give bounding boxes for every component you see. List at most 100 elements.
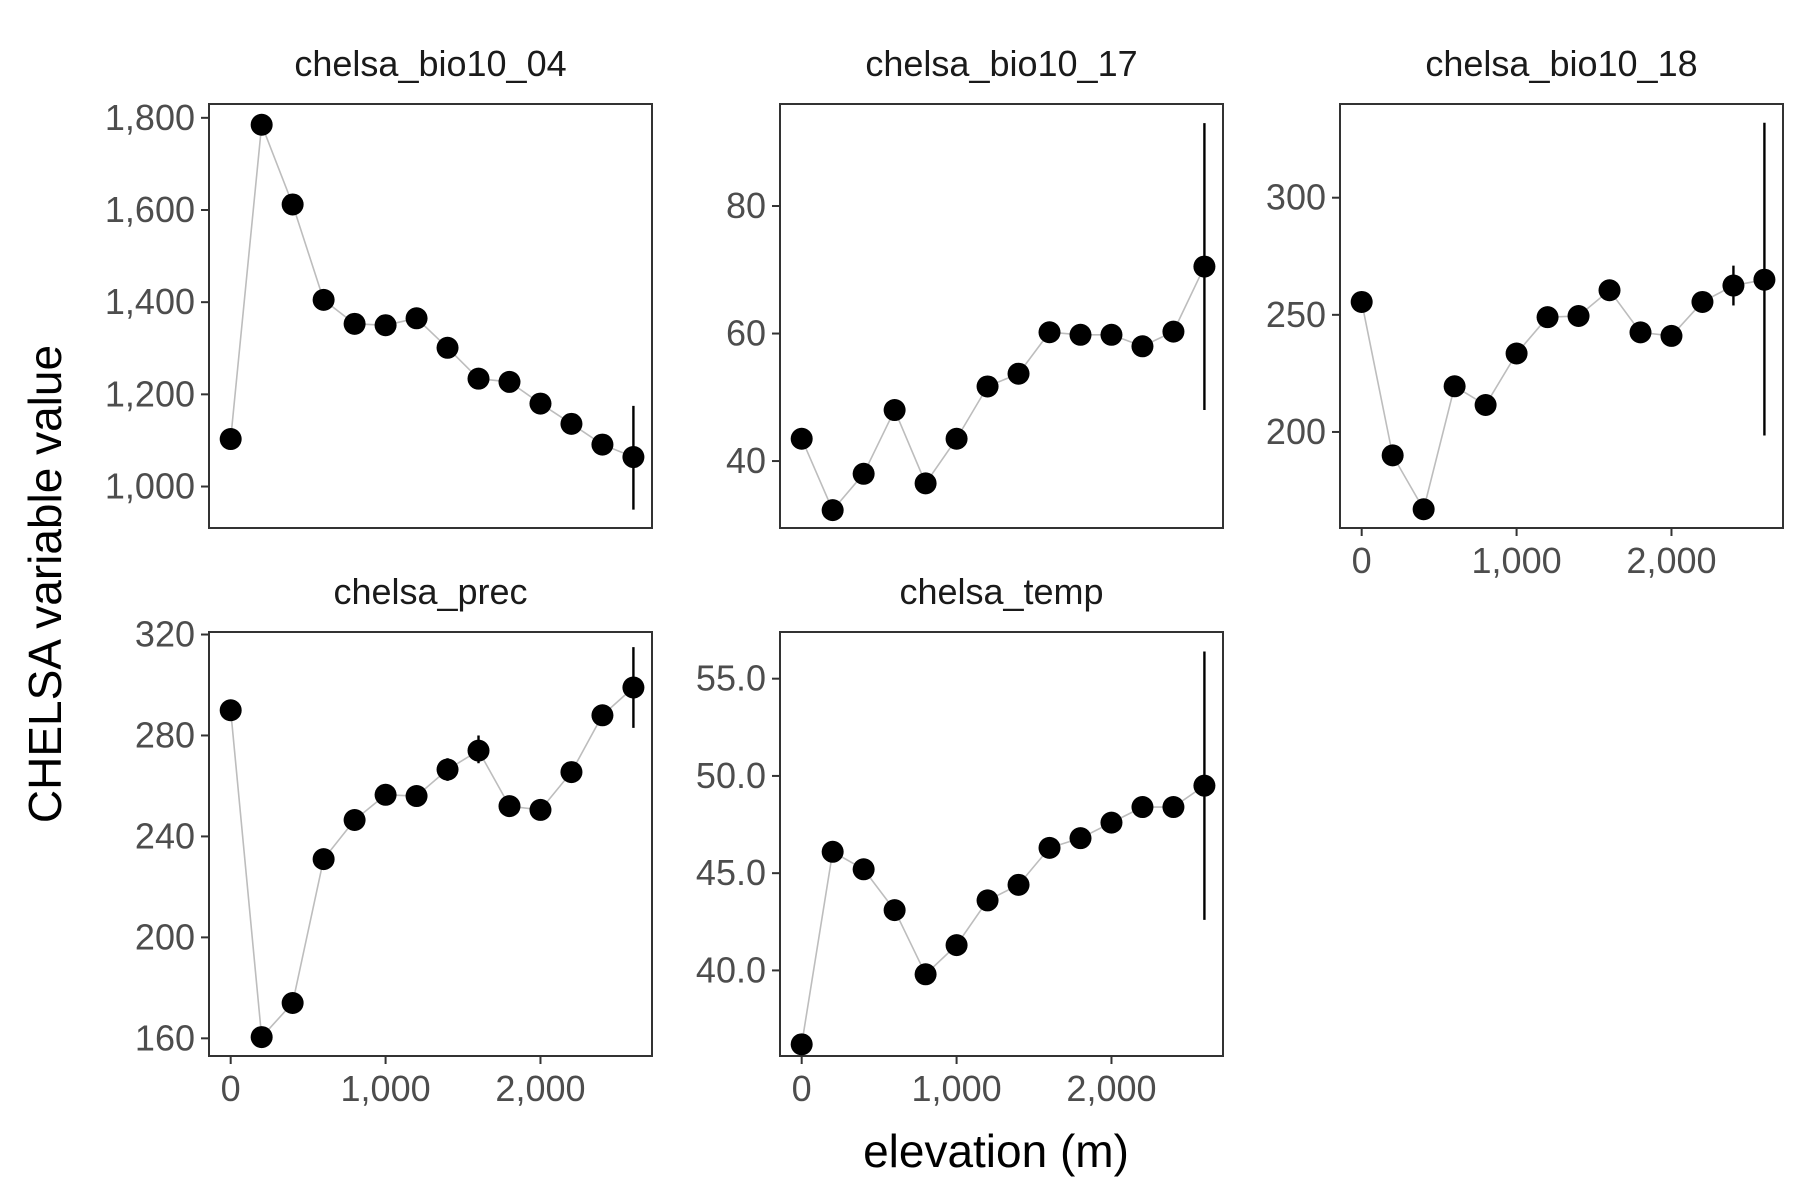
data-point [1412, 498, 1435, 521]
panel-border [208, 103, 653, 529]
y-tick-label: 50.0 [696, 755, 766, 796]
x-axis-title: elevation (m) [863, 1125, 1129, 1177]
data-point [1443, 375, 1466, 398]
y-tick-label: 40.0 [696, 949, 766, 990]
data-point [405, 785, 428, 808]
y-axis-title: CHELSA variable value [19, 345, 71, 823]
data-point [1193, 774, 1216, 797]
facet-title: chelsa_temp [899, 571, 1103, 612]
data-point [1505, 342, 1528, 365]
y-tick-label: 1,000 [105, 466, 195, 507]
x-tick-label: 1,000 [912, 1068, 1002, 1109]
data-point [1350, 290, 1373, 313]
data-point [1069, 323, 1092, 346]
x-tick-label: 2,000 [1066, 1068, 1156, 1109]
data-point [250, 1026, 273, 1049]
data-point [467, 739, 490, 762]
data-point [467, 367, 490, 390]
data-point [529, 798, 552, 821]
data-point [1007, 362, 1030, 385]
data-point [1474, 394, 1497, 417]
data-point [250, 113, 273, 136]
data-point [1193, 255, 1216, 278]
y-tick-label: 200 [1266, 411, 1326, 452]
data-point [1069, 827, 1092, 850]
data-point [790, 1033, 813, 1056]
data-point [945, 934, 968, 957]
data-point [219, 699, 242, 722]
y-tick-label: 300 [1266, 177, 1326, 218]
data-point [1038, 321, 1061, 344]
data-point [343, 312, 366, 335]
y-tick-label: 1,400 [105, 281, 195, 322]
data-point [1722, 274, 1745, 297]
data-point [883, 399, 906, 422]
y-tick-label: 1,200 [105, 373, 195, 414]
x-tick-label: 1,000 [1472, 540, 1562, 581]
x-tick-label: 2,000 [495, 1068, 585, 1109]
data-point [852, 462, 875, 485]
facet-panel: chelsa_bio10_18 200 250 300 0 1,000 2,000 [1266, 43, 1784, 581]
data-point [498, 795, 521, 818]
data-point [281, 992, 304, 1014]
data-point [219, 428, 242, 451]
data-point [1131, 335, 1154, 358]
facet-title: chelsa_prec [333, 571, 527, 612]
y-tick-label: 200 [135, 916, 195, 957]
y-tick-label: 45.0 [696, 852, 766, 893]
data-point [945, 427, 968, 450]
y-tick-label: 250 [1266, 294, 1326, 335]
facet-panel: chelsa_bio10_04 1,000 1,200 1,400 1,600 1,800 [105, 43, 653, 529]
data-point [498, 370, 521, 393]
data-point [560, 412, 583, 435]
data-point [312, 848, 335, 871]
facet-title: chelsa_bio10_18 [1425, 43, 1697, 84]
data-point [821, 499, 844, 522]
facet-title: chelsa_bio10_04 [294, 43, 566, 84]
y-tick-label: 240 [135, 815, 195, 856]
data-point [1131, 796, 1154, 819]
data-point [374, 783, 397, 806]
data-point [1660, 324, 1683, 347]
y-tick-label: 80 [726, 185, 766, 226]
data-point [1038, 836, 1061, 859]
data-point [1567, 305, 1590, 327]
data-point [343, 809, 366, 832]
y-tick-label: 280 [135, 714, 195, 755]
data-point [281, 193, 304, 216]
facet-panel: chelsa_prec 160 200 240 280 320 0 1,000 2,000 [135, 571, 653, 1109]
data-point [529, 392, 552, 415]
data-point [1162, 320, 1185, 343]
facet-panel: chelsa_temp 40.0 45.0 50.0 55.0 0 1,000 2,000 [696, 571, 1224, 1109]
data-point [1162, 796, 1185, 819]
data-point [622, 446, 645, 469]
data-point [790, 427, 813, 450]
data-point [1629, 321, 1652, 344]
x-tick-label: 0 [221, 1068, 241, 1109]
data-point [374, 314, 397, 337]
data-point [312, 288, 335, 311]
data-point [976, 889, 999, 912]
data-point [883, 899, 906, 922]
x-tick-label: 2,000 [1626, 540, 1716, 581]
y-tick-label: 1,600 [105, 189, 195, 230]
y-tick-label: 60 [726, 313, 766, 354]
panel-border [1339, 103, 1784, 529]
data-point [821, 840, 844, 863]
x-tick-label: 0 [792, 1068, 812, 1109]
data-point [591, 433, 614, 456]
x-tick-label: 1,000 [341, 1068, 431, 1109]
data-point [976, 375, 999, 398]
data-point [852, 858, 875, 881]
data-point [914, 472, 937, 495]
data-point [405, 307, 428, 330]
y-tick-label: 320 [135, 614, 195, 655]
panel-border [208, 631, 653, 1057]
y-tick-label: 1,800 [105, 97, 195, 138]
data-point [436, 336, 459, 359]
x-tick-label: 0 [1352, 540, 1372, 581]
panel-border [779, 631, 1224, 1057]
y-tick-label: 160 [135, 1017, 195, 1058]
data-point [622, 676, 645, 699]
